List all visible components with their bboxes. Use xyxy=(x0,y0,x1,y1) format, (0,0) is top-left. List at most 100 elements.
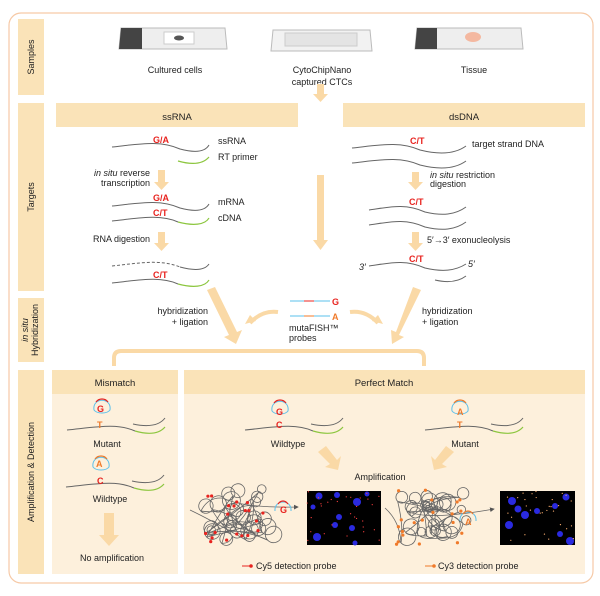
nucleus xyxy=(521,511,529,519)
probe-g-label: G xyxy=(332,297,339,307)
probe-a-label: A xyxy=(332,312,339,322)
amplification-label: Amplification xyxy=(354,472,405,482)
cdna-allele-ct: C/T xyxy=(153,208,168,218)
nucleus xyxy=(334,492,340,498)
cultured-cells-label: Cultured cells xyxy=(148,65,203,75)
detection-probe-dot xyxy=(460,531,464,535)
split-bracket xyxy=(112,349,426,366)
wildtype-amplification-arrow-icon xyxy=(318,446,341,470)
nucleus xyxy=(557,531,563,537)
dsdna-allele-ct: C/T xyxy=(410,136,425,146)
cy3-legend-icon xyxy=(425,564,436,568)
detection-probe-dot xyxy=(261,511,265,515)
detection-probe-dot xyxy=(206,494,210,498)
nucleus xyxy=(353,498,361,506)
row-label-samples: Samples xyxy=(18,19,44,95)
direct-path-arrow-icon xyxy=(313,175,328,250)
mismatch-mutant-group xyxy=(66,398,166,434)
cy5-fluorescence-image xyxy=(306,491,381,546)
mutafish-probes-label-line2: probes xyxy=(289,333,317,343)
dsdna-header xyxy=(343,103,585,127)
ssrna-header-text: ssRNA xyxy=(162,112,192,123)
digested-strand-bottom xyxy=(368,221,467,230)
complement-strand-dna xyxy=(351,158,467,169)
detection-probe-dot xyxy=(397,489,401,493)
row-label-insitu-text: in situ xyxy=(20,318,30,342)
restriction-digestion-label: in situ restriction xyxy=(430,170,495,180)
detection-probe-dot xyxy=(247,508,251,513)
single-target-strand xyxy=(368,262,467,271)
row-label-hybridization: in situ Hybridization xyxy=(18,298,44,362)
detection-probe-dot xyxy=(256,529,260,533)
rna-digestion-label: RNA digestion xyxy=(93,234,150,244)
detection-probe-dot xyxy=(210,494,214,498)
target-strand-label: target strand DNA xyxy=(472,139,544,149)
mismatch-header xyxy=(52,370,178,394)
digested-allele-ct: C/T xyxy=(409,197,424,207)
restriction-arrow-icon xyxy=(408,172,423,190)
mrna-allele-ga: G/A xyxy=(153,193,170,203)
detection-probe-dot xyxy=(240,534,244,538)
detection-probe-dot xyxy=(417,542,421,546)
padlock-probe-icon xyxy=(92,456,110,471)
mismatch-base-c: C xyxy=(97,476,104,486)
detection-probe-dot xyxy=(232,504,236,508)
nucleus xyxy=(562,493,570,501)
detection-probe-dot xyxy=(254,519,259,523)
left-ligation-label: + ligation xyxy=(172,317,208,327)
perfect-match-header-text: Perfect Match xyxy=(355,378,414,389)
detection-probe-dot xyxy=(394,542,399,546)
detection-probe-dot xyxy=(420,518,424,522)
detection-probe-dot xyxy=(209,540,213,544)
perfect-mutant-group xyxy=(424,399,524,434)
cdna-label: cDNA xyxy=(218,213,242,223)
rt-arrow-icon xyxy=(154,170,169,190)
detection-probe-dot xyxy=(423,488,428,492)
cy3-fluorescence-image xyxy=(500,490,575,545)
chip-label-line1: CytoChipNano xyxy=(293,65,352,75)
digested-strand-top xyxy=(368,206,467,215)
nucleus xyxy=(336,514,342,520)
mismatch-probe-a: A xyxy=(96,459,103,469)
nucleus xyxy=(315,492,323,500)
mismatch-wildtype-label: Wildtype xyxy=(93,494,128,504)
detection-probe-dot xyxy=(204,531,208,536)
detection-probe-dot xyxy=(235,500,239,504)
mrna-label: mRNA xyxy=(218,197,245,207)
right-hybridization-arrow-icon xyxy=(391,287,421,344)
ssrna-label: ssRNA xyxy=(218,136,246,146)
samples-down-arrow-icon xyxy=(313,84,328,102)
reverse-transcription-label: in situ reverse xyxy=(94,168,150,178)
padlock-probe-icon xyxy=(271,400,289,415)
row-label-targets: Targets xyxy=(18,103,44,291)
chip-label-line2: captured CTCs xyxy=(292,77,353,87)
detection-probe-dot xyxy=(400,529,405,534)
nucleus xyxy=(364,491,370,497)
detection-probe-dot xyxy=(450,512,454,516)
perfect-base-t: T xyxy=(457,420,463,430)
rt-primer-strand xyxy=(177,156,210,164)
perfect-wildtype-group xyxy=(244,399,344,434)
five-prime-end: 5′ xyxy=(468,259,475,269)
mismatch-panel xyxy=(52,370,178,574)
reverse-transcription-label-line2: transcription xyxy=(101,178,150,188)
target-strand-dna xyxy=(351,143,467,154)
cdna-primer-part xyxy=(177,217,210,225)
nucleus xyxy=(332,522,338,528)
mrna-strand xyxy=(111,201,210,211)
nucleus xyxy=(505,521,513,529)
nucleus xyxy=(514,505,522,513)
nucleus xyxy=(566,537,574,545)
outer-frame xyxy=(8,12,594,584)
mismatch-base-t: T xyxy=(97,420,103,430)
exonucleolysis-arrow-icon xyxy=(408,232,423,251)
cy3-legend-label: Cy3 detection probe xyxy=(438,561,519,571)
detection-probe-dot xyxy=(455,500,459,504)
detection-probe-dot xyxy=(225,538,229,542)
nucleus xyxy=(534,508,540,514)
detection-probe-dot xyxy=(226,504,231,508)
ssrna-header xyxy=(56,103,298,127)
detection-probe-dot xyxy=(451,520,455,525)
row-label-targets-text: Targets xyxy=(26,182,36,212)
